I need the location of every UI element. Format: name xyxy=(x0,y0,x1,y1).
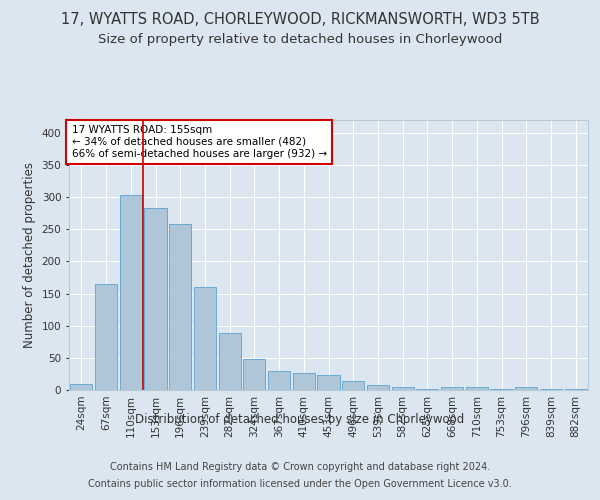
Bar xyxy=(218,334,241,390)
Y-axis label: Number of detached properties: Number of detached properties xyxy=(23,162,36,348)
Text: Distribution of detached houses by size in Chorleywood: Distribution of detached houses by size … xyxy=(136,412,464,426)
Bar xyxy=(565,388,587,390)
Bar xyxy=(342,381,364,390)
Bar xyxy=(145,208,167,390)
Bar xyxy=(515,388,538,390)
Bar xyxy=(392,387,414,390)
Text: 17 WYATTS ROAD: 155sqm
← 34% of detached houses are smaller (482)
66% of semi-de: 17 WYATTS ROAD: 155sqm ← 34% of detached… xyxy=(71,126,327,158)
Text: Size of property relative to detached houses in Chorleywood: Size of property relative to detached ho… xyxy=(98,32,502,46)
Bar xyxy=(490,388,512,390)
Bar xyxy=(169,224,191,390)
Bar xyxy=(119,195,142,390)
Text: Contains HM Land Registry data © Crown copyright and database right 2024.: Contains HM Land Registry data © Crown c… xyxy=(110,462,490,472)
Bar xyxy=(540,388,562,390)
Bar xyxy=(243,359,265,390)
Bar xyxy=(293,372,315,390)
Text: 17, WYATTS ROAD, CHORLEYWOOD, RICKMANSWORTH, WD3 5TB: 17, WYATTS ROAD, CHORLEYWOOD, RICKMANSWO… xyxy=(61,12,539,28)
Bar xyxy=(317,374,340,390)
Bar xyxy=(95,284,117,390)
Bar xyxy=(70,384,92,390)
Bar xyxy=(268,370,290,390)
Text: Contains public sector information licensed under the Open Government Licence v3: Contains public sector information licen… xyxy=(88,479,512,489)
Bar xyxy=(194,287,216,390)
Bar xyxy=(441,387,463,390)
Bar xyxy=(367,385,389,390)
Bar xyxy=(416,388,439,390)
Bar xyxy=(466,388,488,390)
